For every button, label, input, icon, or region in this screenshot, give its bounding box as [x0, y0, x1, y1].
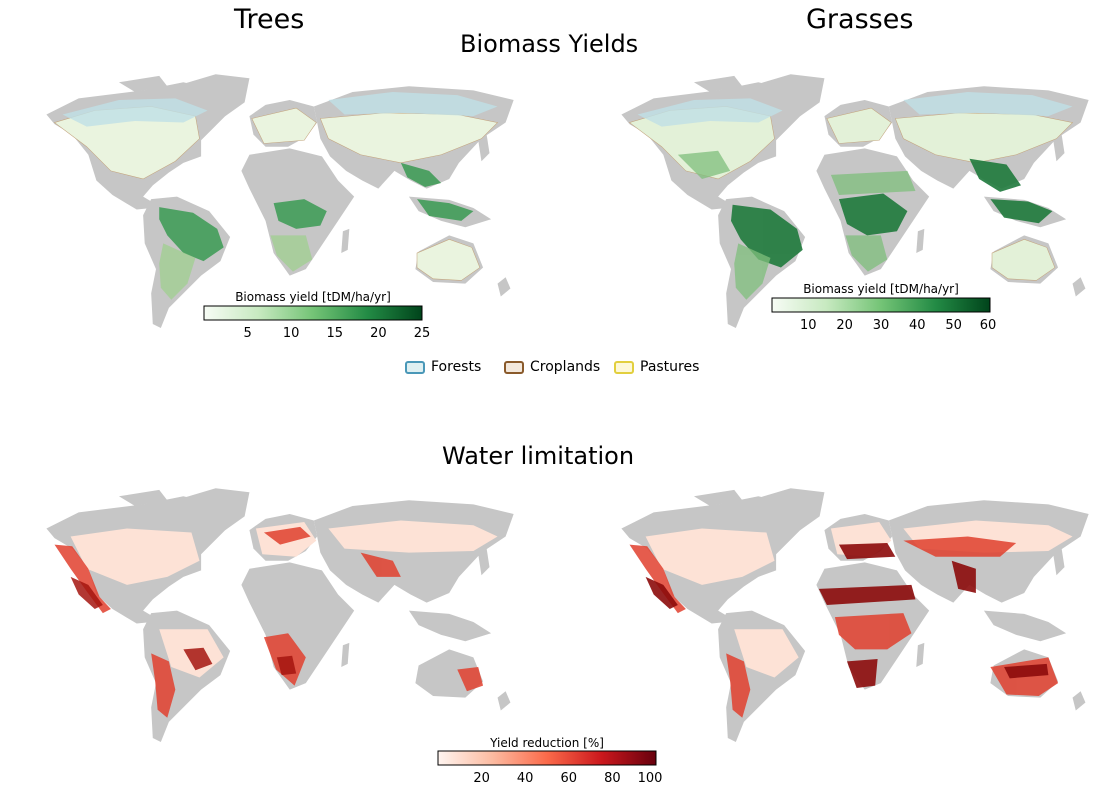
forests-swatch: [405, 360, 425, 374]
grasses-tick: 60: [979, 318, 997, 333]
water-tick: 80: [604, 771, 621, 786]
grasses-colorbar: [771, 297, 991, 313]
biomass-yields-title: Biomass Yields: [460, 30, 639, 58]
grasses-colorbar-label: Biomass yield [tDM/ha/yr]: [803, 282, 959, 296]
trees-biomass-map: [46, 74, 514, 328]
water-tick: 60: [560, 771, 578, 786]
trees-title: Trees: [234, 4, 305, 35]
legend-item-pastures: Pastures: [614, 359, 699, 375]
trees-water-limitation-map: [46, 488, 514, 742]
grasses-tick: 10: [800, 318, 817, 333]
trees-colorbar: [203, 305, 423, 321]
water-tick: 100: [637, 771, 663, 786]
grasses-title: Grasses: [806, 4, 914, 35]
legend-item-croplands: Croplands: [504, 359, 600, 375]
trees-tick: 10: [282, 326, 300, 341]
grasses-water-limitation-map: [621, 488, 1089, 742]
water-colorbar: [437, 750, 657, 766]
legend-item-forests: Forests: [405, 359, 481, 375]
water-tick: 20: [473, 771, 490, 786]
pastures-swatch: [614, 360, 634, 374]
trees-tick: 20: [370, 326, 387, 341]
grasses-tick: 40: [909, 318, 926, 333]
trees-tick: 5: [243, 326, 252, 341]
trees-colorbar-label: Biomass yield [tDM/ha/yr]: [235, 290, 391, 304]
legend-label: Croplands: [530, 359, 601, 375]
water-tick: 40: [516, 771, 534, 786]
grasses-tick: 50: [945, 318, 962, 333]
trees-colorbar-ticks: 5 10 15 20 25: [204, 326, 430, 344]
trees-tick: 25: [413, 326, 431, 341]
trees-tick: 15: [326, 326, 344, 341]
legend-label: Forests: [431, 359, 482, 375]
legend-label: Pastures: [640, 359, 700, 375]
grasses-tick: 30: [872, 318, 890, 333]
croplands-swatch: [504, 360, 524, 374]
grasses-tick: 20: [836, 318, 853, 333]
water-limitation-title: Water limitation: [442, 442, 635, 470]
water-colorbar-label: Yield reduction [%]: [490, 736, 604, 750]
grasses-biomass-map: [621, 74, 1089, 328]
grasses-colorbar-ticks: 10 20 30 40 50 60: [772, 318, 996, 336]
water-colorbar-ticks: 20 40 60 80 100: [438, 771, 662, 789]
